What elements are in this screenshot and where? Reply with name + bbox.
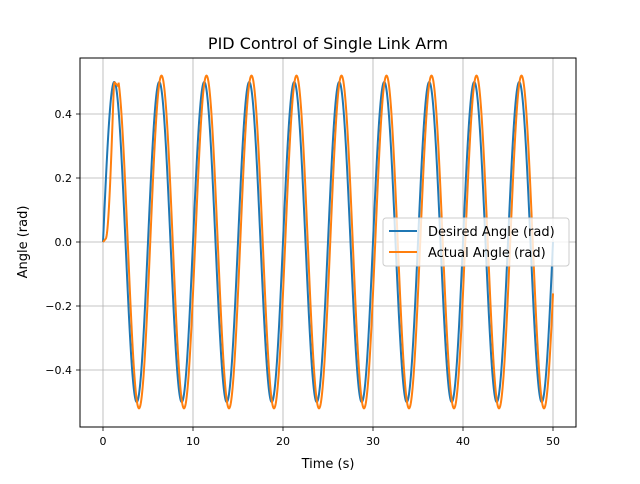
y-tick-label: 0.2 xyxy=(55,172,73,185)
chart-title: PID Control of Single Link Arm xyxy=(208,34,448,53)
x-tick-label: 10 xyxy=(186,435,200,448)
x-tick-label: 50 xyxy=(546,435,560,448)
y-tick-label: 0.4 xyxy=(55,108,73,121)
y-tick-label: 0.0 xyxy=(55,236,73,249)
desired-angle-line xyxy=(102,81,554,403)
x-tick-label: 0 xyxy=(100,435,107,448)
x-axis-label: Time (s) xyxy=(301,457,355,472)
y-tick-label: −0.4 xyxy=(45,364,72,377)
y-axis-ticks: −0.4 −0.2 0.0 0.2 0.4 xyxy=(45,108,80,377)
legend: Desired Angle (rad) Actual Angle (rad) xyxy=(382,217,570,267)
axes-frame xyxy=(79,57,577,428)
legend-desired-label: Desired Angle (rad) xyxy=(428,225,555,240)
x-axis-ticks: 0 10 20 30 40 50 xyxy=(100,427,560,448)
x-tick-label: 40 xyxy=(456,435,470,448)
y-tick-label: −0.2 xyxy=(45,300,72,313)
x-tick-label: 30 xyxy=(366,435,380,448)
actual-angle-line xyxy=(102,74,554,410)
legend-box xyxy=(382,217,570,267)
y-axis-label: Angle (rad) xyxy=(16,206,31,279)
plot-series xyxy=(102,74,554,410)
x-tick-label: 20 xyxy=(276,435,290,448)
legend-actual-label: Actual Angle (rad) xyxy=(428,246,546,261)
